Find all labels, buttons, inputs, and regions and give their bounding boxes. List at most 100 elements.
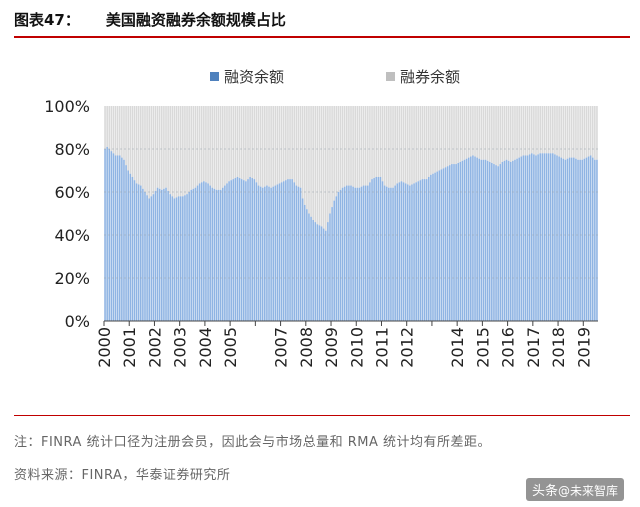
short-balance-bar	[213, 106, 216, 189]
short-balance-bar	[354, 106, 357, 188]
margin-loan-bar	[161, 189, 163, 321]
margin-loan-bar	[314, 222, 317, 321]
short-balance-bar	[293, 106, 296, 183]
short-balance-bar	[524, 106, 527, 156]
margin-loan-bar	[400, 181, 403, 321]
margin-loan-bar	[528, 154, 531, 322]
margin-loan-bar	[312, 219, 314, 321]
short-balance-bar	[217, 106, 220, 190]
short-balance-bar	[129, 106, 132, 174]
margin-loan-bar	[135, 183, 138, 321]
margin-loan-bar	[501, 161, 504, 321]
y-tick-label: 100%	[44, 97, 90, 116]
short-balance-bar	[461, 106, 464, 161]
margin-loan-bar	[268, 186, 270, 322]
margin-loan-bar	[406, 184, 409, 321]
short-balance-bar	[539, 106, 541, 154]
margin-loan-bar	[495, 165, 497, 322]
margin-loan-bar	[234, 178, 237, 321]
short-balance-bar	[165, 106, 167, 188]
short-balance-bar	[556, 106, 558, 156]
short-balance-bar	[295, 106, 298, 186]
short-balance-bar	[207, 106, 209, 184]
short-balance-bar	[438, 106, 441, 171]
short-balance-bar	[518, 106, 520, 158]
margin-loan-bar	[121, 157, 123, 321]
short-balance-bar	[560, 106, 563, 158]
short-balance-bar	[484, 106, 487, 160]
margin-loan-bar	[568, 157, 571, 321]
short-balance-bar	[297, 106, 300, 187]
margin-loan-bar	[194, 187, 197, 321]
short-balance-bar	[446, 106, 449, 167]
watermark-prefix: 头条	[531, 484, 558, 499]
margin-loan-bar	[356, 187, 359, 321]
margin-loan-bar	[514, 159, 516, 321]
margin-loan-bar	[270, 187, 272, 321]
short-balance-bar	[564, 106, 567, 160]
margin-loan-bar	[472, 155, 474, 321]
margin-loan-bar	[255, 182, 258, 321]
margin-loan-bar	[474, 156, 476, 321]
short-balance-bar	[270, 106, 272, 188]
short-balance-bar	[108, 106, 111, 149]
margin-loan-bar	[293, 182, 296, 321]
chart: 融资余额 融券余额 0%20%40%60%80%100% 2000 2001 200…	[44, 68, 598, 368]
margin-loan-bar	[461, 160, 464, 321]
margin-loan-bar	[421, 179, 424, 321]
short-balance-bar	[417, 106, 420, 182]
margin-loan-bar	[556, 155, 558, 321]
short-balance-bar	[301, 106, 304, 199]
bottom-divider	[14, 415, 630, 416]
margin-loan-bar	[404, 183, 407, 321]
margin-loan-bar	[575, 158, 577, 321]
legend-swatch-short	[386, 72, 395, 81]
margin-loan-bar	[470, 156, 472, 321]
watermark: 头条@未来智库	[525, 478, 624, 501]
short-balance-bar	[247, 106, 249, 180]
margin-loan-bar	[505, 159, 508, 321]
short-balance-bar	[493, 106, 495, 165]
margin-loan-bar	[381, 181, 384, 321]
margin-loan-bar	[228, 181, 230, 321]
margin-loan-bar	[360, 186, 363, 322]
short-balance-bar	[226, 106, 228, 184]
margin-loan-bar	[238, 178, 241, 321]
short-balance-bar	[413, 106, 415, 184]
margin-loan-bar	[156, 187, 159, 321]
short-balance-bar	[423, 106, 426, 180]
short-balance-bar	[278, 106, 281, 184]
short-balance-bar	[537, 106, 539, 155]
short-balance-bar	[312, 106, 314, 220]
x-tick-label: 2015	[473, 327, 492, 368]
short-balance-bar	[360, 106, 363, 187]
margin-loan-bar	[116, 155, 119, 321]
short-balance-bar	[125, 106, 127, 166]
margin-loan-bar	[476, 157, 478, 321]
short-balance-bar	[121, 106, 123, 158]
x-tick-label: 2005	[221, 327, 240, 368]
short-balance-bar	[535, 106, 537, 156]
source-note: 资料来源：FINRA，华泰证券研究所	[14, 468, 231, 483]
short-balance-bar	[306, 106, 308, 210]
x-tick-label: 2016	[499, 327, 518, 368]
margin-loan-bar	[301, 198, 304, 321]
margin-loan-bar	[526, 155, 529, 321]
short-balance-bar	[516, 106, 518, 159]
short-balance-bar	[434, 106, 436, 173]
margin-loan-bar	[413, 183, 415, 321]
margin-loan-bar	[423, 179, 426, 321]
y-tick-label: 20%	[54, 269, 90, 288]
short-balance-bar	[261, 106, 264, 188]
margin-loan-bar	[148, 198, 150, 321]
short-balance-bar	[390, 106, 392, 188]
margin-loan-bar	[491, 162, 493, 321]
short-balance-bar	[268, 106, 270, 187]
short-balance-bar	[478, 106, 481, 159]
margin-loan-bar	[335, 196, 338, 321]
short-balance-bar	[219, 106, 222, 190]
short-balance-bar	[280, 106, 283, 183]
footnote: 注：FINRA 统计口径为注册会员，因此会与市场总量和 RMA 统计均有所差距。	[14, 435, 491, 450]
short-balance-bar	[346, 106, 348, 186]
x-tick-label: 2008	[297, 327, 316, 368]
